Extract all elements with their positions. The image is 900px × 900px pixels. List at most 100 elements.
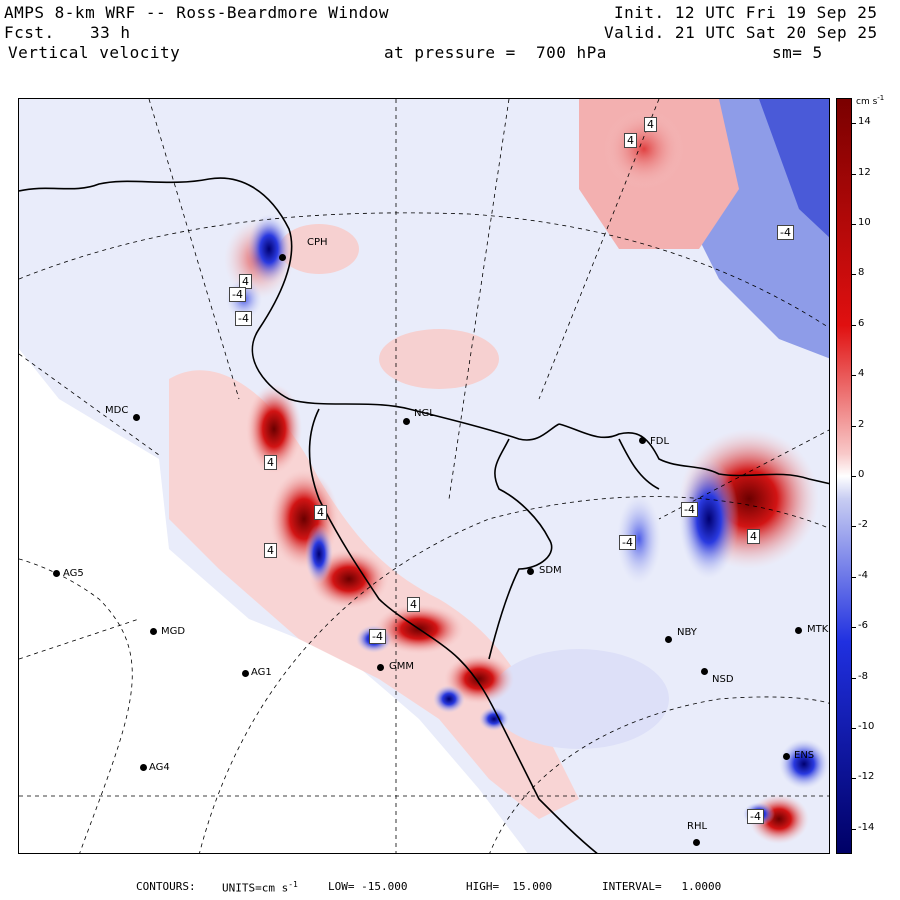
station-label-nsd: NSD — [712, 674, 734, 685]
east-blue-cell — [679, 459, 739, 579]
station-label-mgd: MGD — [161, 626, 186, 637]
valid-time: Valid. 21 UTC Sat 20 Sep 25 — [604, 23, 878, 42]
colorbar-tick-mark — [852, 375, 856, 377]
cph-blue — [247, 214, 291, 284]
contour-label: -4 — [229, 287, 246, 302]
colorbar-tick-mark — [852, 324, 856, 326]
contour-label: 4 — [407, 597, 420, 612]
colorbar-tick-mark — [852, 425, 856, 427]
station-marker — [403, 418, 410, 425]
station-marker — [150, 628, 157, 635]
contour-label: -4 — [777, 225, 794, 240]
model-title: AMPS 8-km WRF -- Ross-Beardmore Window — [4, 3, 390, 22]
station-marker — [693, 839, 700, 846]
colorbar-tick-label: 8 — [858, 267, 865, 279]
station-label-mtk: MTK — [807, 624, 829, 635]
map-canvas — [19, 99, 829, 853]
station-marker — [133, 414, 140, 421]
plateau-region — [19, 349, 528, 853]
station-label-rhl: RHL — [687, 821, 708, 832]
colorbar-tick-mark — [852, 627, 856, 629]
colorbar-tick-label: 6 — [858, 317, 865, 329]
colorbar-tick-mark — [852, 173, 856, 175]
colorbar-tick-label: 0 — [858, 469, 865, 480]
station-marker — [140, 764, 147, 771]
colorbar-units-sup: -1 — [877, 94, 885, 102]
station-marker — [377, 664, 384, 671]
station-label-cph: CPH — [307, 237, 328, 248]
smoothing: sm= 5 — [772, 43, 823, 62]
colorbar-tick-mark — [852, 828, 856, 830]
field-name: Vertical velocity — [8, 43, 181, 62]
colorbar-tick-mark — [852, 274, 856, 276]
colorbar-tick-label: 4 — [858, 368, 865, 380]
colorbar-tick-label: -8 — [858, 670, 868, 682]
colorbar-tick-mark — [852, 728, 856, 729]
colorbar-tick-label: -14 — [858, 821, 875, 833]
station-label-nby: NBY — [677, 627, 697, 638]
station-marker — [665, 636, 672, 643]
footer-units: UNITS=cm s-1 — [222, 880, 298, 895]
forecast-hour: 33 h — [90, 23, 131, 42]
colorbar-units-text: cm s — [856, 97, 878, 107]
station-marker — [639, 437, 646, 444]
footer-high: HIGH= 15.000 — [466, 880, 553, 893]
colorbar-tick-label: 2 — [858, 418, 865, 430]
contour-label: 4 — [239, 274, 252, 289]
north-red-core — [604, 109, 684, 189]
central-blob — [379, 329, 499, 389]
colorbar — [836, 98, 852, 854]
station-marker — [795, 627, 802, 634]
footer-units-text: UNITS=cm s — [222, 881, 289, 895]
colorbar-tick-mark — [852, 123, 856, 125]
forecast-label: Fcst. — [4, 23, 55, 42]
colorbar-tick-mark — [852, 526, 856, 528]
station-label-ngl: NGL — [414, 408, 435, 419]
central-blob — [489, 649, 669, 749]
station-marker — [279, 254, 286, 261]
station-label-ens: ENS — [794, 750, 815, 761]
colorbar-tick-label: 12 — [858, 166, 871, 178]
station-label-fdl: FDL — [650, 436, 670, 447]
contour-label: -4 — [369, 629, 386, 644]
footer-contours-label: CONTOURS: — [136, 880, 196, 893]
mountain-blue — [433, 685, 465, 713]
station-label-mdc: MDC — [105, 405, 129, 416]
station-label-ag1: AG1 — [251, 667, 272, 678]
se-blue — [779, 739, 829, 789]
mountain-red — [246, 384, 302, 474]
contour-label: 4 — [747, 529, 760, 544]
station-label-ag5: AG5 — [63, 568, 84, 579]
map-panel: 4 4 -4 -4 4 4 -4 -4 4 -4 4 -4 4 4 -4 CPH… — [18, 98, 830, 854]
colorbar-tick-mark — [852, 224, 856, 225]
contour-label: -4 — [747, 809, 764, 824]
station-label-ag4: AG4 — [149, 762, 170, 773]
colorbar-tick-mark — [852, 576, 856, 578]
footer-low: LOW= -15.000 — [328, 880, 408, 893]
contour-label: -4 — [619, 535, 636, 550]
colorbar-tick-label: -10 — [858, 721, 875, 732]
station-label-gmm: GMM — [389, 661, 415, 672]
station-marker — [53, 570, 60, 577]
central-blob — [279, 224, 359, 274]
east-blue-cell — [617, 494, 661, 584]
contour-label: 4 — [314, 505, 327, 520]
station-marker — [242, 670, 249, 677]
coastline — [19, 177, 829, 853]
station-label-sdm: SDM — [539, 565, 562, 576]
colorbar-tick-label: -2 — [858, 519, 868, 531]
station-marker — [527, 568, 534, 575]
colorbar-tick-label: -12 — [858, 771, 875, 783]
footer-units-sup: -1 — [288, 880, 298, 889]
contour-label: 4 — [644, 117, 657, 132]
colorbar-tick-label: -4 — [858, 569, 868, 581]
colorbar-tick-label: 10 — [858, 217, 871, 228]
colorbar-tick-mark — [852, 778, 856, 780]
contour-label: -4 — [235, 311, 252, 326]
colorbar-units: cm s-1 — [856, 94, 884, 107]
station-marker — [701, 668, 708, 675]
colorbar-tick-label: 14 — [858, 116, 871, 128]
colorbar-tick-label: -6 — [858, 620, 868, 632]
mountain-blue — [305, 524, 333, 584]
graticule — [19, 99, 829, 853]
